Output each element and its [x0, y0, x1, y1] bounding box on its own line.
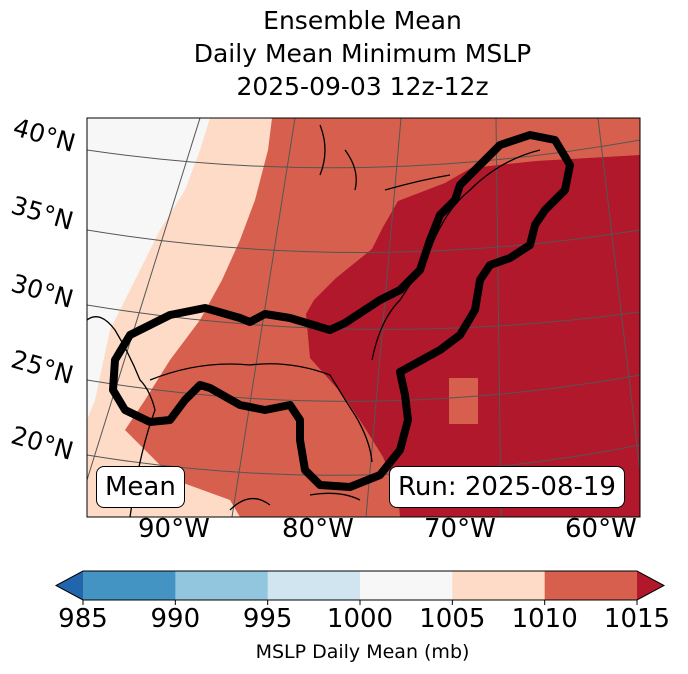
coastlines	[87, 124, 541, 517]
colorbar-segment	[267, 571, 361, 600]
region-1010-patch	[449, 378, 478, 424]
colorbar-tick-label: 985	[58, 604, 108, 634]
colorbar	[54, 570, 666, 605]
lon-label: 90°W	[138, 514, 210, 544]
colorbar-tick-label: 995	[242, 604, 293, 634]
colorbar-segment	[360, 571, 453, 600]
region-1000	[87, 118, 210, 420]
lon-label: 70°W	[424, 514, 496, 544]
colorbar-segment	[83, 571, 176, 600]
colorbar-segment	[544, 571, 638, 600]
probability-contour	[109, 131, 574, 491]
lon-label: 60°W	[565, 514, 637, 544]
run-label-box: Run: 2025-08-19	[389, 466, 625, 508]
title-line-2: Daily Mean Minimum MSLP	[193, 39, 532, 68]
mean-label-box: Mean	[96, 466, 185, 508]
title-line-3: 2025-09-03 12z-12z	[236, 72, 489, 101]
colorbar-tick-label: 1010	[511, 604, 578, 634]
colorbar-over-arrow	[637, 571, 664, 600]
title-line-1: Ensemble Mean	[263, 6, 462, 35]
colorbar-tick-label: 1000	[326, 604, 394, 634]
map-panel	[87, 118, 640, 517]
colorbar-tick-label: 990	[150, 604, 201, 634]
colorbar-label: MSLP Daily Mean (mb)	[255, 641, 470, 663]
colorbar-under-arrow	[56, 571, 83, 600]
colorbar-tick-label: 1005	[419, 604, 486, 634]
map-frame	[86, 117, 641, 518]
colorbar-tick-label: 1015	[603, 604, 671, 634]
colorbar-segment	[175, 571, 269, 600]
colorbar-segment	[452, 571, 546, 600]
lon-label: 80°W	[282, 514, 354, 544]
